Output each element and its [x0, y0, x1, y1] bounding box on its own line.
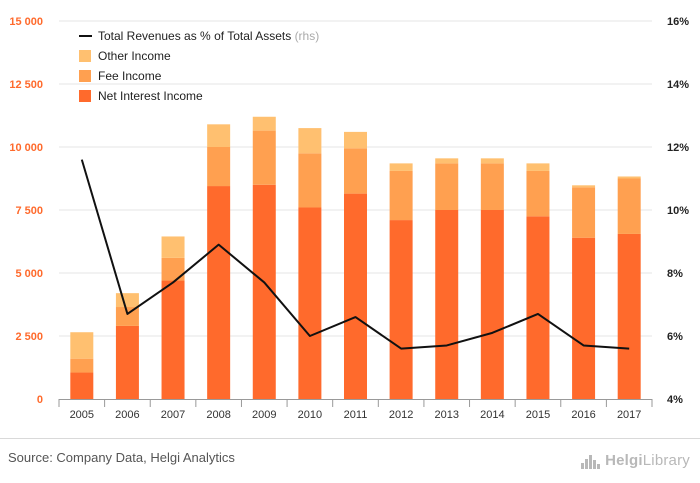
bar-net-interest-income [298, 207, 322, 399]
legend-rhs-note: (rhs) [295, 29, 320, 43]
bar-net-interest-income [207, 186, 231, 399]
y-right-tick-label: 8% [667, 268, 683, 280]
x-tick-label: 2011 [344, 409, 368, 421]
y-left-tick-label: 0 [37, 394, 43, 406]
bar-other-income [344, 131, 367, 149]
bar-net-interest-income [389, 220, 413, 399]
y-left-tick-label: 10 000 [9, 142, 43, 154]
bar-net-interest-income [480, 210, 504, 399]
x-tick-label: 2007 [161, 409, 185, 421]
bar-net-interest-income [70, 372, 94, 399]
y-right-tick-label: 16% [667, 16, 689, 28]
y-left-tick-label: 15 000 [9, 16, 43, 28]
bar-fee-income [115, 307, 139, 326]
bar-fee-income [480, 163, 504, 210]
legend-label: Net Interest Income [98, 89, 203, 103]
bar-fee-income [252, 130, 276, 185]
bar-net-interest-income [572, 237, 596, 399]
bar-fee-income [617, 178, 641, 234]
bar-other-income [572, 185, 596, 188]
bar-other-income [115, 293, 139, 308]
bar-other-income [298, 128, 322, 154]
bar-net-interest-income [617, 233, 641, 399]
legend-swatch [79, 90, 91, 102]
x-tick-label: 2017 [617, 409, 641, 421]
y-right-tick-label: 6% [667, 331, 683, 343]
x-tick-label: 2015 [526, 409, 550, 421]
chart: 0 2 500 5 000 7 500 10 000 12 500 15 000 4% 6% 8%… [9, 16, 689, 421]
legend-label: Other Income [98, 49, 171, 63]
legend-label: Fee Income [98, 69, 162, 83]
y-left-tick-label: 7 500 [15, 205, 43, 217]
y-left-tick-label: 2 500 [15, 331, 43, 343]
legend-swatch [79, 50, 91, 62]
y-right-tick-label: 14% [667, 79, 689, 91]
helgi-library-logo: HelgiLibrary [579, 448, 690, 472]
legend-swatch [79, 70, 91, 82]
bar-net-interest-income [115, 325, 139, 399]
bar-fee-income [435, 163, 459, 210]
bar-net-interest-income [252, 184, 276, 399]
x-tick-label: 2016 [571, 409, 595, 421]
bar-other-income [480, 158, 504, 164]
x-tick-label: 2008 [206, 409, 230, 421]
bar-other-income [435, 158, 459, 164]
source-note: Source: Company Data, Helgi Analytics [8, 450, 235, 465]
helgi-logo-icon [581, 455, 601, 469]
bar-fee-income [70, 358, 94, 373]
bar-fee-income [389, 170, 413, 221]
bar-fee-income [161, 257, 185, 281]
y-left-tick-label: 5 000 [15, 268, 43, 280]
bar-fee-income [526, 170, 550, 217]
y-right-tick-label: 4% [667, 394, 683, 406]
line-revenues-pct-assets [80, 159, 630, 350]
logo-text-bold: Helgi [605, 451, 643, 469]
bar-fee-income [207, 147, 231, 187]
y-right-tick-label: 12% [667, 142, 689, 154]
legend-label-line: Total Revenues as % of Total Assets (rhs… [98, 29, 319, 43]
x-tick-label: 2006 [115, 409, 139, 421]
bar-net-interest-income [161, 280, 185, 399]
y-right-tick-label: 10% [667, 205, 689, 217]
bar-fee-income [572, 187, 596, 238]
x-tick-label: 2010 [298, 409, 322, 421]
bar-other-income [526, 163, 550, 171]
bar-other-income [252, 116, 276, 131]
bar-other-income [389, 163, 413, 171]
bar-net-interest-income [526, 216, 550, 399]
y-left-tick-label: 12 500 [9, 79, 43, 91]
bar-other-income [617, 176, 641, 179]
bar-fee-income [298, 153, 322, 208]
bar-net-interest-income [344, 193, 367, 399]
bar-net-interest-income [435, 210, 459, 399]
bar-other-income [161, 236, 185, 258]
x-tick-label: 2009 [252, 409, 276, 421]
x-tick-label: 2005 [70, 409, 94, 421]
footer-divider [0, 438, 700, 439]
bar-fee-income [344, 148, 367, 194]
bar-other-income [70, 332, 94, 359]
x-tick-label: 2013 [434, 409, 458, 421]
x-tick-label: 2014 [480, 409, 504, 421]
logo-text-light: Library [642, 451, 690, 469]
x-tick-label: 2012 [389, 409, 413, 421]
bar-other-income [207, 124, 231, 147]
